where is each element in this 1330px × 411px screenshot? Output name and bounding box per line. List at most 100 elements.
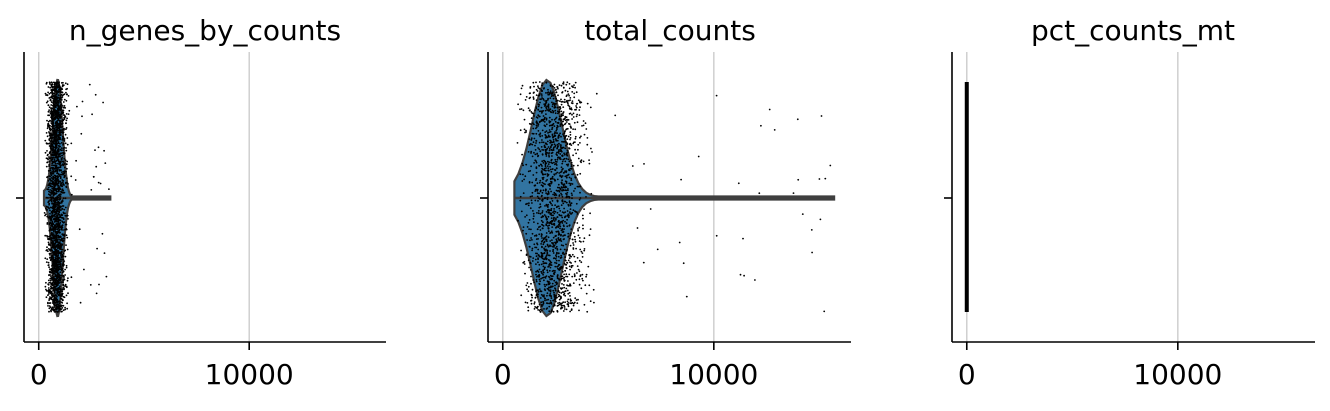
data-point — [536, 153, 538, 155]
data-point — [556, 143, 559, 146]
data-point — [560, 292, 563, 294]
data-point — [521, 153, 523, 156]
data-point — [568, 83, 571, 85]
data-point — [59, 265, 62, 267]
data-point — [54, 153, 57, 156]
data-point — [543, 252, 546, 254]
data-point — [546, 269, 549, 272]
data-point — [548, 129, 551, 131]
data-point — [541, 181, 544, 184]
data-point — [62, 281, 64, 284]
data-point — [545, 153, 548, 156]
data-point — [58, 132, 61, 135]
data-point — [49, 218, 52, 220]
data-point — [567, 102, 569, 105]
data-point — [579, 185, 582, 188]
data-point — [550, 295, 552, 298]
data-point — [55, 190, 58, 192]
data-point — [58, 294, 61, 296]
data-point — [576, 185, 579, 188]
data-point — [61, 288, 63, 291]
data-point — [548, 294, 551, 297]
data-point — [57, 252, 60, 255]
data-point — [549, 184, 551, 187]
data-point — [569, 211, 571, 214]
data-point — [50, 85, 53, 87]
data-point — [556, 275, 559, 278]
data-point — [541, 198, 544, 201]
data-point — [51, 243, 54, 246]
data-point — [97, 146, 100, 149]
data-point — [559, 146, 562, 148]
data-point — [553, 191, 556, 194]
data-point — [561, 216, 564, 219]
data-point — [574, 86, 576, 89]
data-point — [567, 305, 570, 308]
data-point — [535, 124, 538, 127]
data-point — [578, 259, 581, 262]
data-point — [51, 254, 54, 257]
data-point — [63, 275, 65, 278]
data-point — [534, 188, 537, 191]
data-point — [558, 186, 561, 189]
data-point — [570, 161, 573, 164]
data-point — [48, 106, 51, 109]
data-point — [540, 93, 543, 95]
data-point — [45, 196, 48, 199]
data-point — [570, 165, 573, 168]
data-point — [49, 238, 51, 241]
data-point — [551, 282, 554, 285]
data-point — [545, 283, 548, 286]
data-point — [59, 268, 62, 270]
data-point — [549, 289, 552, 291]
data-point — [102, 101, 104, 104]
data-point — [540, 243, 542, 245]
data-point — [536, 269, 539, 272]
data-point — [573, 232, 575, 234]
data-point — [67, 95, 70, 97]
data-point — [56, 172, 59, 175]
data-point — [58, 278, 60, 281]
data-point — [544, 245, 547, 248]
data-point — [567, 236, 569, 238]
data-point — [565, 252, 567, 255]
jitter-points — [43, 81, 110, 313]
data-point — [48, 175, 51, 178]
data-point — [48, 281, 51, 284]
data-point — [535, 94, 538, 96]
data-point — [548, 108, 550, 111]
data-point — [47, 122, 50, 125]
data-point — [542, 185, 544, 188]
data-point — [536, 190, 539, 192]
data-point — [61, 224, 64, 227]
data-point — [53, 158, 56, 161]
data-point — [565, 250, 568, 252]
data-point — [553, 220, 556, 222]
data-point — [546, 249, 549, 252]
data-point — [553, 294, 556, 297]
data-point — [62, 211, 65, 214]
data-point — [50, 107, 53, 110]
data-point — [54, 302, 56, 304]
data-point — [65, 170, 67, 173]
data-point — [544, 289, 547, 292]
data-point — [548, 275, 550, 278]
data-point — [52, 183, 55, 185]
data-point — [574, 187, 576, 190]
data-point — [53, 263, 55, 266]
data-point — [554, 300, 557, 303]
data-point — [62, 81, 64, 84]
data-point — [66, 117, 68, 120]
data-point — [51, 125, 54, 128]
data-point — [54, 124, 57, 127]
data-point — [567, 189, 569, 192]
data-point — [569, 268, 571, 271]
data-point — [46, 215, 49, 218]
data-point — [554, 112, 557, 115]
data-point — [546, 271, 549, 274]
data-point — [561, 140, 563, 143]
data-point — [565, 157, 568, 160]
data-point — [550, 310, 553, 313]
data-point — [549, 108, 552, 111]
data-point — [754, 279, 756, 281]
